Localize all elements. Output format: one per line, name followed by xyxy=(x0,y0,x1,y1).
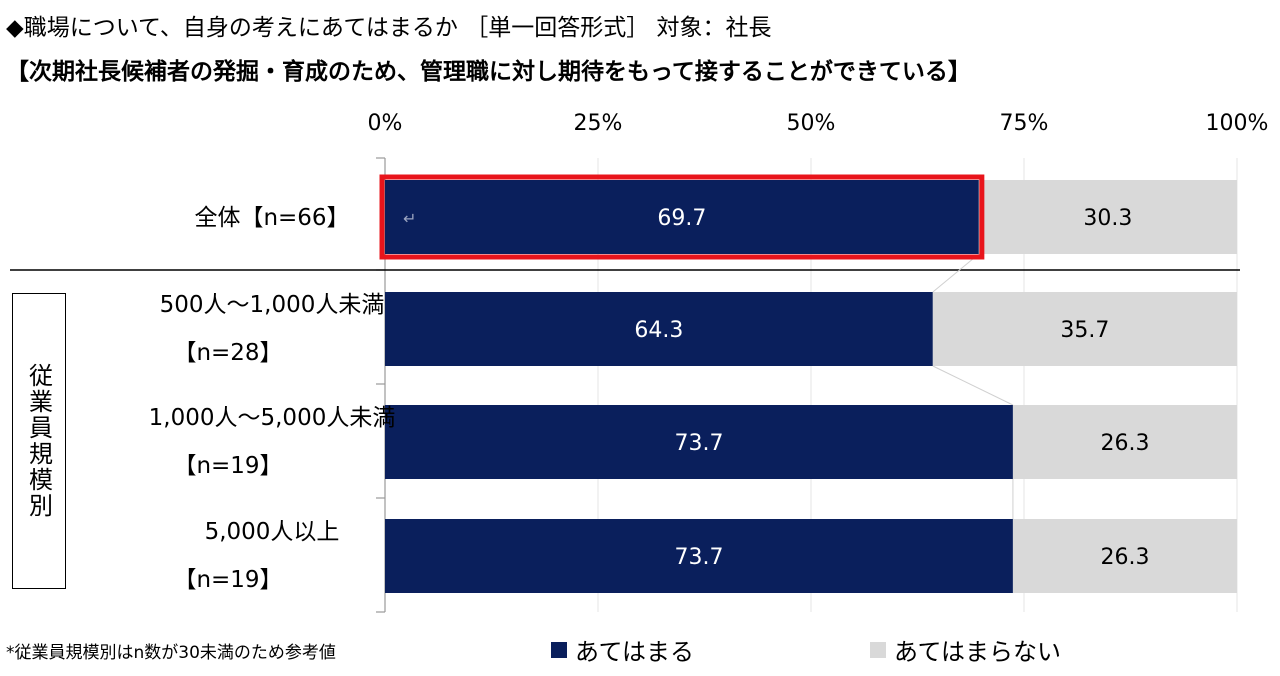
bar-no xyxy=(978,180,1237,254)
x-tick-label: 100% xyxy=(1206,111,1269,136)
category-sample-size: 【n=28】 xyxy=(173,340,282,366)
group-label: 従業員規模別 xyxy=(24,363,53,519)
data-label: 73.7 xyxy=(674,545,723,570)
data-label: 26.3 xyxy=(1100,431,1149,456)
category-sample-size: 【n=19】 xyxy=(173,453,282,479)
legend-item-no: あてはまらない xyxy=(870,632,1061,667)
x-tick-label: 50% xyxy=(787,111,836,136)
bar-yes xyxy=(385,180,979,254)
data-label: 69.7 xyxy=(657,206,706,231)
return-marker: ↵ xyxy=(403,209,416,228)
x-tick-label: 75% xyxy=(1000,111,1049,136)
series-connector-line xyxy=(932,365,1014,406)
bar-yes xyxy=(385,405,1013,479)
group-label-box: 従業員規模別 xyxy=(12,293,66,589)
data-label: 73.7 xyxy=(674,431,723,456)
bar-yes xyxy=(385,519,1013,593)
data-label: 64.3 xyxy=(634,318,683,343)
data-label: 35.7 xyxy=(1060,318,1109,343)
bar-no xyxy=(1012,519,1237,593)
category-sample-size: 【n=19】 xyxy=(173,567,282,593)
data-label: 26.3 xyxy=(1100,545,1149,570)
category-label: 全体【n=66】 xyxy=(194,205,349,231)
x-tick-label: 0% xyxy=(368,111,403,136)
legend-label-no: あてはまらない xyxy=(894,638,1062,666)
legend-swatch-yes xyxy=(551,641,567,658)
stacked-bar-chart: 0% 25% 50% 75% 100% 69.7 30.3 全体【n=66】 64.3 35.7 5… xyxy=(10,111,1269,613)
category-label: 1,000人～5,000人未満 xyxy=(149,405,396,431)
x-tick-label: 25% xyxy=(574,111,623,136)
series-connector-line xyxy=(932,253,980,293)
header-question: ◆職場について、自身の考えにあてはまるか ［単一回答形式］ 対象：社長 xyxy=(6,15,772,41)
header-statement: 【次期社長候補者の発掘・育成のため、管理職に対し期待をもって接することができてい… xyxy=(6,59,971,85)
data-label: 30.3 xyxy=(1083,206,1132,231)
highlight-box xyxy=(379,174,985,260)
bar-no xyxy=(932,292,1237,366)
legend-item-yes: あてはまる xyxy=(551,632,694,667)
category-label: 500人～1,000人未満 xyxy=(160,292,385,318)
category-label: 5,000人以上 xyxy=(205,519,340,545)
footnote: *従業員規模別はn数が30未満のため参考値 xyxy=(6,643,336,663)
bar-no xyxy=(1012,405,1237,479)
legend-label-yes: あてはまる xyxy=(575,638,695,666)
bar-yes xyxy=(385,292,933,366)
legend-swatch-no xyxy=(870,641,886,658)
